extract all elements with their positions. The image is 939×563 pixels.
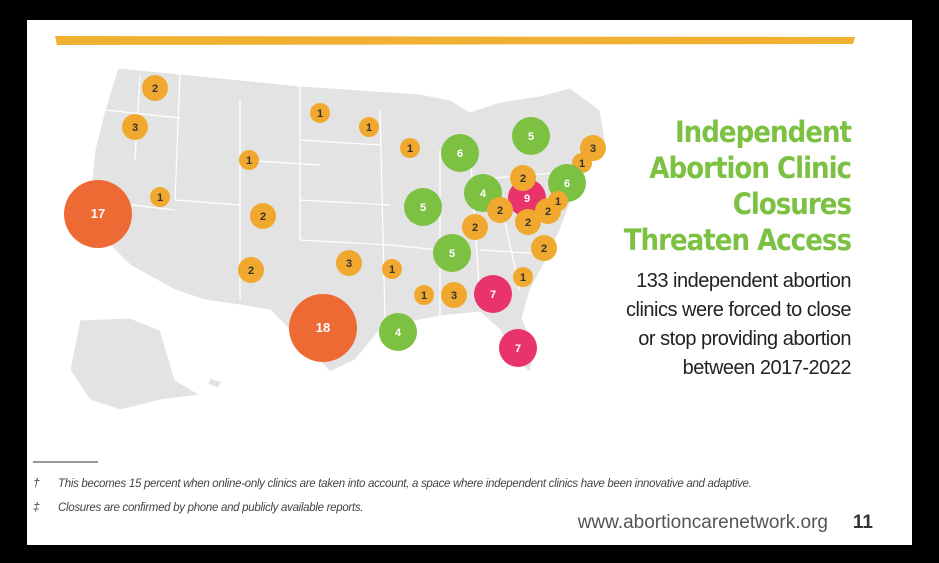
marker	[531, 235, 557, 261]
marker	[142, 75, 168, 101]
title-line: Independent	[675, 115, 852, 149]
subtitle-line: or stop providing abortion	[638, 328, 851, 350]
marker	[512, 117, 550, 155]
marker	[239, 150, 259, 170]
marker	[310, 103, 330, 123]
marker-label: 3	[590, 143, 596, 155]
marker-label: 1	[421, 290, 427, 302]
marker	[122, 114, 148, 140]
marker-label: 7	[490, 289, 496, 301]
marker-label: 2	[545, 206, 551, 218]
marker	[441, 134, 479, 172]
marker-label: 1	[579, 158, 585, 170]
brush-stroke	[55, 36, 855, 45]
footnote-symbol: ‡	[33, 500, 40, 514]
marker	[462, 214, 488, 240]
marker-label: 3	[451, 290, 457, 302]
subtitle-line: clinics were forced to close	[626, 299, 851, 321]
marker-label: 2	[541, 243, 547, 255]
subtitle-line: between 2017-2022	[683, 357, 852, 379]
marker-label: 1	[389, 264, 395, 276]
title-line: Threaten Access	[624, 223, 852, 257]
marker	[379, 313, 417, 351]
marker	[238, 257, 264, 283]
marker	[382, 259, 402, 279]
marker-label: 1	[317, 108, 323, 120]
marker	[487, 197, 513, 223]
marker-label: 2	[520, 173, 526, 185]
marker	[64, 180, 132, 248]
marker	[336, 250, 362, 276]
marker-label: 9	[524, 193, 530, 205]
marker-label: 6	[564, 178, 570, 190]
marker	[499, 329, 537, 367]
marker-label: 4	[480, 188, 487, 200]
marker-label: 6	[457, 148, 463, 160]
title-line: Closures	[733, 187, 852, 221]
marker-label: 5	[449, 248, 455, 260]
marker-label: 4	[395, 327, 402, 339]
marker	[513, 267, 533, 287]
marker	[400, 138, 420, 158]
marker	[441, 282, 467, 308]
page-number: 11	[853, 512, 874, 533]
marker-label: 1	[366, 122, 372, 134]
marker-label: 1	[520, 272, 526, 284]
marker-label: 17	[91, 206, 105, 221]
marker	[474, 275, 512, 313]
marker-label: 7	[515, 343, 521, 355]
marker	[414, 285, 434, 305]
marker-label: 3	[346, 258, 352, 270]
marker-label: 2	[260, 211, 266, 223]
website: www.abortioncarenetwork.org	[577, 512, 828, 533]
title-line: Abortion Clinic	[649, 151, 851, 185]
marker-label: 1	[555, 196, 561, 208]
marker-label: 1	[157, 192, 163, 204]
footnote-symbol: †	[33, 476, 40, 490]
footnote-text: Closures are confirmed by phone and publ…	[58, 502, 363, 514]
marker	[359, 117, 379, 137]
marker-label: 5	[528, 131, 534, 143]
marker	[510, 165, 536, 191]
marker-label: 1	[246, 155, 252, 167]
marker-label: 2	[497, 205, 503, 217]
marker	[548, 191, 568, 211]
marker	[150, 187, 170, 207]
marker-label: 2	[152, 83, 158, 95]
footnotes: † This becomes 15 percent when online-onl…	[33, 476, 752, 514]
marker-label: 5	[420, 202, 426, 214]
marker-label: 1	[407, 143, 413, 155]
marker	[289, 294, 357, 362]
marker-label: 2	[248, 265, 254, 277]
marker-label: 2	[472, 222, 478, 234]
footnote-text: This becomes 15 percent when online-only…	[58, 478, 752, 490]
marker-label: 2	[525, 217, 531, 229]
marker	[404, 188, 442, 226]
marker	[250, 203, 276, 229]
subtitle: 133 independent abortion clinics were for…	[626, 270, 852, 379]
marker	[515, 209, 541, 235]
marker-label: 18	[316, 320, 330, 335]
marker-label: 3	[132, 122, 138, 134]
subtitle-line: 133 independent abortion	[636, 270, 851, 292]
marker	[433, 234, 471, 272]
